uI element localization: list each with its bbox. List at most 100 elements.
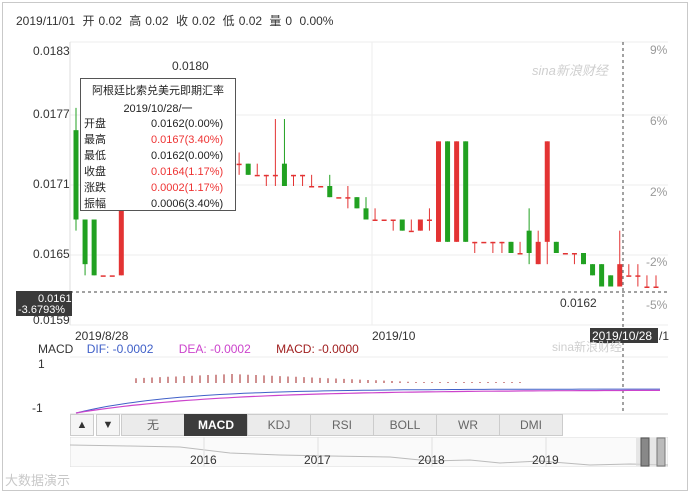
candle-body[interactable] bbox=[417, 219, 423, 231]
candle-body[interactable] bbox=[300, 174, 306, 177]
candle-body[interactable] bbox=[82, 219, 88, 265]
info-close-label: 收 bbox=[175, 14, 188, 28]
pct-tick: 2% bbox=[650, 185, 668, 199]
tab-dmi[interactable]: DMI bbox=[499, 414, 563, 436]
current-price: 0.0161 bbox=[38, 293, 72, 305]
tooltip-key: 振幅 bbox=[84, 198, 106, 210]
info-open-label: 开 bbox=[82, 14, 95, 28]
candle-body[interactable] bbox=[535, 241, 541, 265]
tooltip-row-high: 最高 0.0167(3.40%) bbox=[81, 132, 235, 148]
candle-body[interactable] bbox=[499, 241, 505, 244]
time-navigator[interactable]: 2016 2017 2018 2019 bbox=[70, 437, 668, 467]
tooltip-key: 开盘 bbox=[84, 118, 106, 130]
price-tick: 0.0165 bbox=[33, 247, 70, 261]
candle-body[interactable] bbox=[118, 186, 124, 276]
tooltip-date: 2019/10/28/一 bbox=[123, 103, 193, 115]
tooltip-value: 0.0002(1.17%) bbox=[151, 182, 224, 194]
navigator-handle-right[interactable] bbox=[656, 437, 666, 467]
scroll-up-icon[interactable]: ▲ bbox=[70, 414, 94, 436]
candle-body[interactable] bbox=[653, 286, 659, 289]
cursor-date-suffix: /1 bbox=[659, 329, 669, 343]
candle-body[interactable] bbox=[372, 219, 378, 222]
candle-body[interactable] bbox=[463, 141, 469, 242]
candle-body[interactable] bbox=[109, 275, 115, 277]
candle-body[interactable] bbox=[408, 230, 414, 233]
candle-body[interactable] bbox=[626, 275, 632, 277]
candle-body[interactable] bbox=[363, 208, 369, 220]
candle-body[interactable] bbox=[454, 141, 460, 242]
candle-body[interactable] bbox=[517, 253, 523, 255]
macd-dea: DEA: -0.0002 bbox=[178, 342, 251, 356]
price-tick: 0.0171 bbox=[33, 177, 70, 191]
tab-none[interactable]: 无 bbox=[121, 414, 185, 436]
candle-body[interactable] bbox=[544, 141, 550, 242]
candle-body[interactable] bbox=[590, 264, 596, 276]
candle-body[interactable] bbox=[272, 174, 278, 177]
tooltip-value: 0.0006(3.40%) bbox=[151, 198, 224, 210]
navigator-handle-left[interactable] bbox=[640, 437, 650, 467]
candle-body[interactable] bbox=[617, 264, 623, 287]
tooltip-value: 0.0162(0.00%) bbox=[151, 150, 224, 162]
candle-body[interactable] bbox=[100, 275, 106, 277]
nav-year: 2016 bbox=[190, 453, 217, 467]
date-tick: 2019/10 bbox=[372, 329, 416, 343]
tooltip-row-change: 涨跌 0.0002(1.17%) bbox=[81, 180, 235, 196]
tab-rsi[interactable]: RSI bbox=[310, 414, 374, 436]
macd-bars bbox=[135, 374, 521, 383]
candle-body[interactable] bbox=[254, 174, 260, 177]
candle-body[interactable] bbox=[562, 253, 568, 255]
candle-body[interactable] bbox=[263, 174, 269, 177]
tooltip-row-amplitude: 振幅 0.0006(3.40%) bbox=[81, 196, 235, 212]
pct-tick: -2% bbox=[646, 255, 668, 269]
candle-body[interactable] bbox=[426, 219, 432, 222]
tab-wr[interactable]: WR bbox=[436, 414, 500, 436]
candle-body[interactable] bbox=[481, 241, 487, 244]
candle-body[interactable] bbox=[318, 186, 324, 188]
candle-body[interactable] bbox=[445, 141, 451, 242]
candle-body[interactable] bbox=[472, 241, 478, 244]
candle-body[interactable] bbox=[73, 130, 79, 220]
candle-body[interactable] bbox=[644, 286, 650, 289]
candle-body[interactable] bbox=[236, 163, 242, 166]
macd-axis-top: 1 bbox=[38, 357, 45, 371]
candle-body[interactable] bbox=[345, 197, 351, 199]
candle-body[interactable] bbox=[327, 186, 333, 198]
candle-body[interactable] bbox=[291, 174, 296, 177]
dif-line bbox=[75, 388, 660, 414]
candle-body[interactable] bbox=[571, 253, 577, 255]
candle-body[interactable] bbox=[508, 241, 514, 253]
date-tick: 2019/8/28 bbox=[75, 329, 129, 343]
candle-body[interactable] bbox=[91, 219, 97, 276]
candle-body[interactable] bbox=[381, 219, 387, 222]
candle-body[interactable] bbox=[354, 197, 360, 209]
macd-legend: MACD DIF: -0.0002 DEA: -0.0002 MACD: -0.… bbox=[38, 342, 359, 356]
navigator-trend bbox=[70, 444, 668, 466]
candle-body[interactable] bbox=[245, 163, 251, 175]
candle-body[interactable] bbox=[490, 241, 496, 244]
tab-boll[interactable]: BOLL bbox=[373, 414, 437, 436]
candle-body[interactable] bbox=[390, 219, 396, 222]
nav-year: 2017 bbox=[304, 453, 331, 467]
candle-body[interactable] bbox=[336, 197, 342, 199]
navigator-bg bbox=[70, 437, 668, 467]
cursor-date: 2019/10/28 bbox=[592, 329, 652, 343]
tab-kdj[interactable]: KDJ bbox=[247, 414, 311, 436]
candle-body[interactable] bbox=[526, 230, 532, 253]
candle-body[interactable] bbox=[281, 163, 287, 186]
candle-body[interactable] bbox=[599, 264, 605, 287]
candle-body[interactable] bbox=[608, 275, 614, 287]
info-high: 0.02 bbox=[145, 14, 169, 28]
candle-body[interactable] bbox=[635, 275, 641, 277]
scroll-down-icon[interactable]: ▼ bbox=[96, 414, 120, 436]
tooltip-value: 0.0162(0.00%) bbox=[151, 118, 224, 130]
candle-body[interactable] bbox=[309, 186, 315, 188]
info-change: 0.00% bbox=[299, 14, 334, 28]
nav-year: 2018 bbox=[418, 453, 445, 467]
candle-body[interactable] bbox=[553, 241, 559, 253]
candle-body[interactable] bbox=[581, 253, 586, 265]
tab-macd[interactable]: MACD bbox=[184, 414, 248, 436]
pct-tick: -5% bbox=[646, 298, 668, 312]
candle-body[interactable] bbox=[399, 219, 405, 231]
candle-body[interactable] bbox=[436, 141, 441, 242]
